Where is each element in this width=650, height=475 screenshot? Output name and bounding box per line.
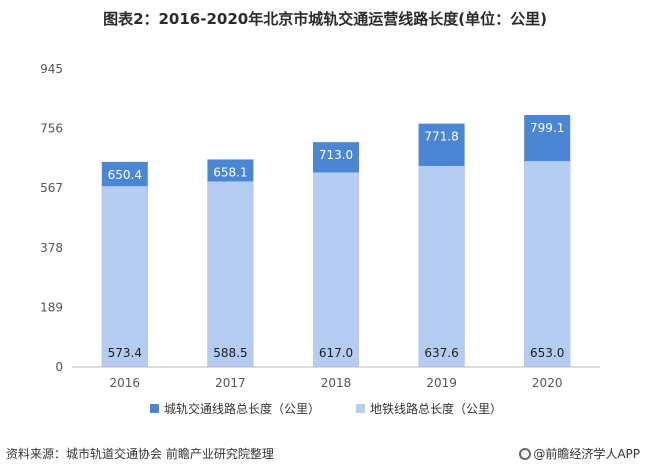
x-tick-label: 2019 [426,376,457,390]
data-label-total: 713.0 [319,148,353,162]
brand-credit: @前瞻经济学人APP [519,445,640,462]
data-label-subway: 588.5 [213,346,247,360]
data-label-total: 799.1 [530,121,564,135]
y-tick-label: 189 [40,300,63,314]
legend-label: 城轨交通线路总长度（公里） [164,401,320,416]
x-tick-label: 2018 [321,376,352,390]
y-axis: 0 189 378 567 756 945 [40,62,63,374]
legend: 城轨交通线路总长度（公里） 地铁线路总长度（公里） [150,401,502,416]
brand-logo-icon [519,448,532,460]
bar-subway [418,165,465,367]
bar-subway [524,161,571,367]
chart-title: 图表2：2016-2020年北京市城轨交通运营线路长度(单位：公里) [103,10,547,28]
bars: 650.4 573.4 658.1 588.5 713.0 617.0 771.8 637.6… [101,115,571,368]
y-tick-label: 0 [55,360,63,374]
data-label-subway: 573.4 [108,346,142,360]
data-label-total: 658.1 [213,165,247,179]
data-label-total: 650.4 [108,168,142,182]
bar-subway [313,172,359,367]
brand-text: @前瞻经济学人APP [533,447,640,461]
data-label-subway: 653.0 [530,346,564,360]
x-tick-label: 2017 [215,376,246,390]
legend-label: 地铁线路总长度（公里） [370,401,502,416]
y-tick-label: 567 [40,181,63,195]
y-tick-label: 378 [40,241,63,255]
bar-subway [207,181,254,367]
x-tick-label: 2016 [110,376,141,390]
x-tick-label: 2020 [532,376,563,390]
legend-swatch [356,404,365,413]
x-axis: 2016 2017 2018 2019 2020 [110,376,563,390]
y-tick-label: 756 [40,122,63,136]
source-note: 资料来源：城市轨道交通协会 前瞻产业研究院整理 [6,447,274,461]
bar-subway [101,186,148,367]
data-label-subway: 637.6 [424,346,458,360]
legend-swatch [150,404,159,413]
y-tick-label: 945 [40,62,63,76]
data-label-total: 771.8 [424,130,458,144]
data-label-subway: 617.0 [319,346,353,360]
bar-chart: 0 189 378 567 756 945 650.4 573.4 658.1 588.5 713… [40,62,600,416]
